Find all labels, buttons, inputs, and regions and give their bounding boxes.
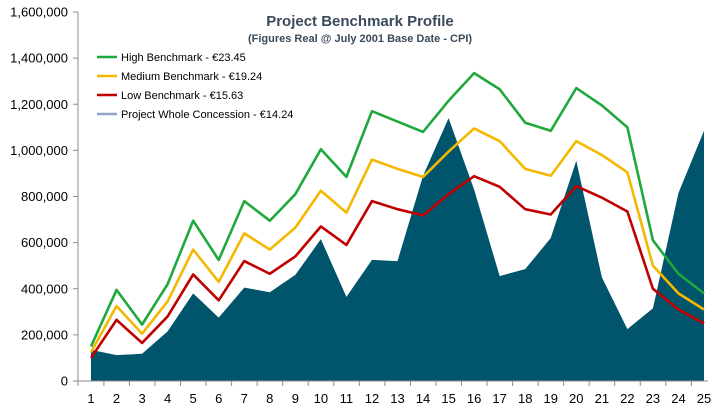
x-tick-label: 17 xyxy=(492,391,506,406)
series-line-medium-benchmark xyxy=(89,127,705,353)
x-tick-label: 25 xyxy=(697,391,711,406)
x-tick-label: 13 xyxy=(390,391,404,406)
x-tick-label: 16 xyxy=(467,391,481,406)
x-tick-label: 2 xyxy=(113,391,120,406)
legend-item-high-benchmark: High Benchmark - €23.45 xyxy=(97,52,246,64)
y-tick-label: 1,600,000 xyxy=(10,5,68,20)
x-tick-label: 19 xyxy=(544,391,558,406)
x-tick-label: 6 xyxy=(215,391,222,406)
y-tick-label: 600,000 xyxy=(21,235,68,250)
x-tick-label: 23 xyxy=(646,391,660,406)
y-tick-label: 1,200,000 xyxy=(10,97,68,112)
y-tick-label: 200,000 xyxy=(21,327,68,342)
x-tick-label: 10 xyxy=(314,391,328,406)
legend-label: Project Whole Concession - €14.24 xyxy=(121,109,293,121)
y-tick-label: 1,000,000 xyxy=(10,143,68,158)
x-tick-label: 1 xyxy=(87,391,94,406)
x-tick-label: 12 xyxy=(365,391,379,406)
legend-label: High Benchmark - €23.45 xyxy=(121,52,246,64)
y-tick-label: 800,000 xyxy=(21,189,68,204)
x-tick-label: 14 xyxy=(416,391,430,406)
y-tick-label: 0 xyxy=(61,374,68,389)
x-tick-label: 5 xyxy=(190,391,197,406)
series-area-project-whole-concession xyxy=(91,118,704,382)
legend-item-project-whole-concession: Project Whole Concession - €14.24 xyxy=(97,109,293,121)
chart-title: Project Benchmark Profile xyxy=(266,13,454,30)
x-tick-label: 22 xyxy=(620,391,634,406)
x-tick-label: 11 xyxy=(340,391,354,406)
y-tick-label: 400,000 xyxy=(21,281,68,296)
x-tick-label: 3 xyxy=(138,391,145,406)
x-tick-label: 9 xyxy=(292,391,299,406)
x-tick-label: 8 xyxy=(266,391,273,406)
legend: High Benchmark - €23.45 Medium Benchmark … xyxy=(97,52,293,121)
x-tick-label: 18 xyxy=(518,391,532,406)
chart-subtitle: (Figures Real @ July 2001 Base Date - CP… xyxy=(248,33,472,45)
legend-item-low-benchmark: Low Benchmark - €15.63 xyxy=(97,90,243,102)
x-tick-label: 7 xyxy=(241,391,248,406)
legend-label: Medium Benchmark - €19.24 xyxy=(121,71,262,83)
x-tick-label: 4 xyxy=(164,391,171,406)
x-tick-label: 20 xyxy=(569,391,583,406)
x-tick-label: 24 xyxy=(671,391,685,406)
series-line-high-benchmark xyxy=(89,71,705,347)
legend-label: Low Benchmark - €15.63 xyxy=(121,90,243,102)
x-tick-label: 21 xyxy=(595,391,609,406)
y-tick-label: 1,400,000 xyxy=(10,51,68,66)
series-line-low-benchmark xyxy=(89,174,705,359)
legend-item-medium-benchmark: Medium Benchmark - €19.24 xyxy=(97,71,262,83)
x-tick-label: 15 xyxy=(441,391,455,406)
